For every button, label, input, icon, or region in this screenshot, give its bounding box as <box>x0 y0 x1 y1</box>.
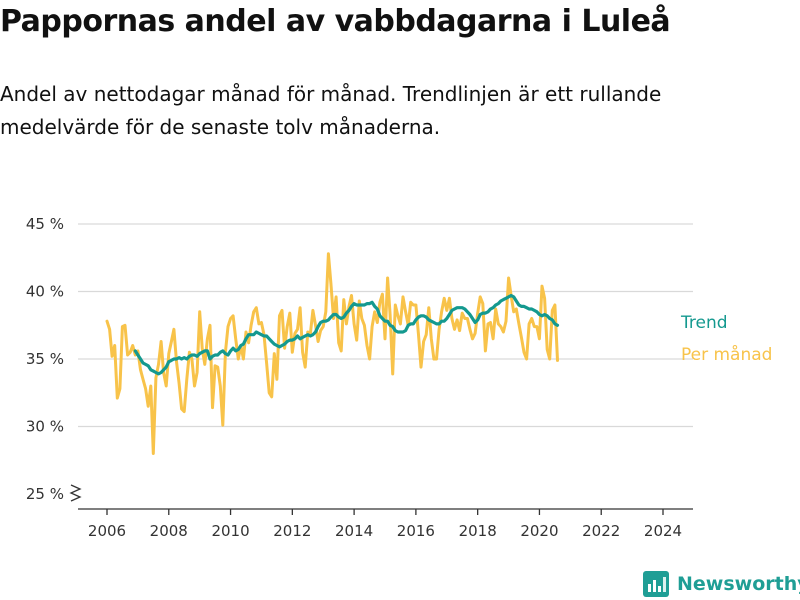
y-tick-label: 45 % <box>26 215 64 233</box>
monthly-label: Per månad <box>681 344 772 365</box>
trend-line <box>133 293 560 376</box>
x-tick-label: 2022 <box>582 522 620 540</box>
newsworthy-brand: Newsworthy <box>643 568 800 600</box>
x-tick-label: 2014 <box>335 522 373 540</box>
series-labels: Trend Per månad <box>680 313 772 365</box>
axis-break-mark <box>69 484 82 502</box>
x-tick-label: 2024 <box>644 522 682 540</box>
series-lines <box>105 252 560 455</box>
x-tick-label: 2008 <box>150 522 188 540</box>
y-tick-label: 35 % <box>26 350 64 368</box>
y-tick-label: 30 % <box>26 418 64 436</box>
x-tick-label: 2016 <box>397 522 435 540</box>
chart-subtitle: Andel av nettodagar månad för månad. Tre… <box>0 82 662 139</box>
x-axis: 2006 2008 2010 2012 2014 2016 2018 2020 2022 2024 <box>78 508 693 540</box>
y-axis-ticks: 25 % 30 % 35 % 40 % 45 % <box>26 215 82 503</box>
brand-name: Newsworthy <box>677 573 800 595</box>
chart-title: Pappornas andel av vabbdagarna i Luleå <box>0 4 671 39</box>
monthly-line <box>105 252 559 455</box>
x-tick-label: 2018 <box>459 522 497 540</box>
y-tick-label: 40 % <box>26 283 64 301</box>
bar-chart-logo-icon <box>643 571 669 597</box>
trend-label: Trend <box>680 313 728 333</box>
y-tick-label: 25 % <box>26 485 64 503</box>
x-tick-label: 2020 <box>520 522 558 540</box>
x-tick-label: 2006 <box>88 522 126 540</box>
x-tick-label: 2012 <box>273 522 311 540</box>
x-tick-label: 2010 <box>211 522 249 540</box>
